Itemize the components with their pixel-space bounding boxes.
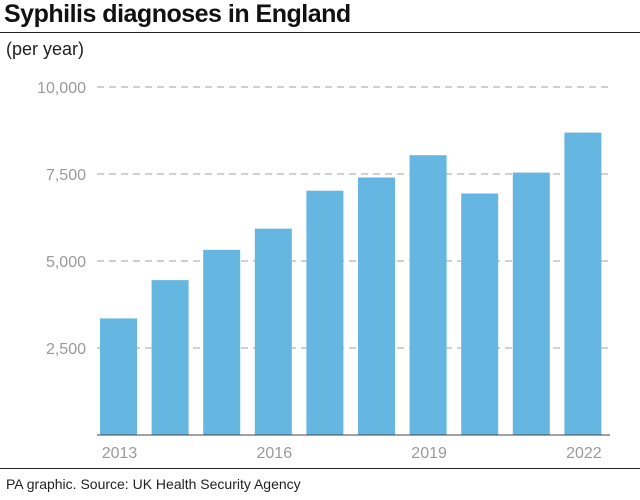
- y-axis-tick-labels: 2,500 5,000 7,500 10,000: [37, 80, 86, 358]
- bar-2020: [461, 193, 499, 435]
- y-tick-label: 10,000: [37, 80, 86, 97]
- x-tick-label: 2016: [257, 445, 293, 462]
- bar-2016: [254, 228, 292, 435]
- title-divider: [0, 32, 640, 33]
- bar-2018: [358, 177, 395, 436]
- bar-chart: 2,500 5,000 7,500 10,000 2013 2016 2019 2022: [37, 80, 610, 462]
- x-tick-label: 2019: [411, 445, 447, 462]
- source-note: PA graphic. Source: UK Health Security A…: [6, 476, 301, 492]
- y-tick-label: 2,500: [46, 341, 86, 358]
- chart-subtitle: (per year): [6, 39, 85, 59]
- chart-title: Syphilis diagnoses in England: [4, 0, 351, 28]
- x-tick-label: 2022: [566, 445, 602, 462]
- footer-divider: [0, 468, 640, 469]
- bar-2015: [203, 249, 241, 435]
- bars: [97, 132, 610, 436]
- bar-2022: [564, 132, 602, 435]
- bar-2019: [409, 155, 447, 435]
- bar-2021: [512, 172, 550, 435]
- x-tick-label: 2013: [102, 445, 138, 462]
- y-tick-label: 5,000: [46, 254, 86, 271]
- bar-2014: [151, 280, 189, 435]
- y-tick-label: 7,500: [46, 167, 86, 184]
- bar-2013: [100, 318, 137, 435]
- bar-2017: [306, 190, 344, 435]
- x-axis-tick-labels: 2013 2016 2019 2022: [102, 445, 602, 462]
